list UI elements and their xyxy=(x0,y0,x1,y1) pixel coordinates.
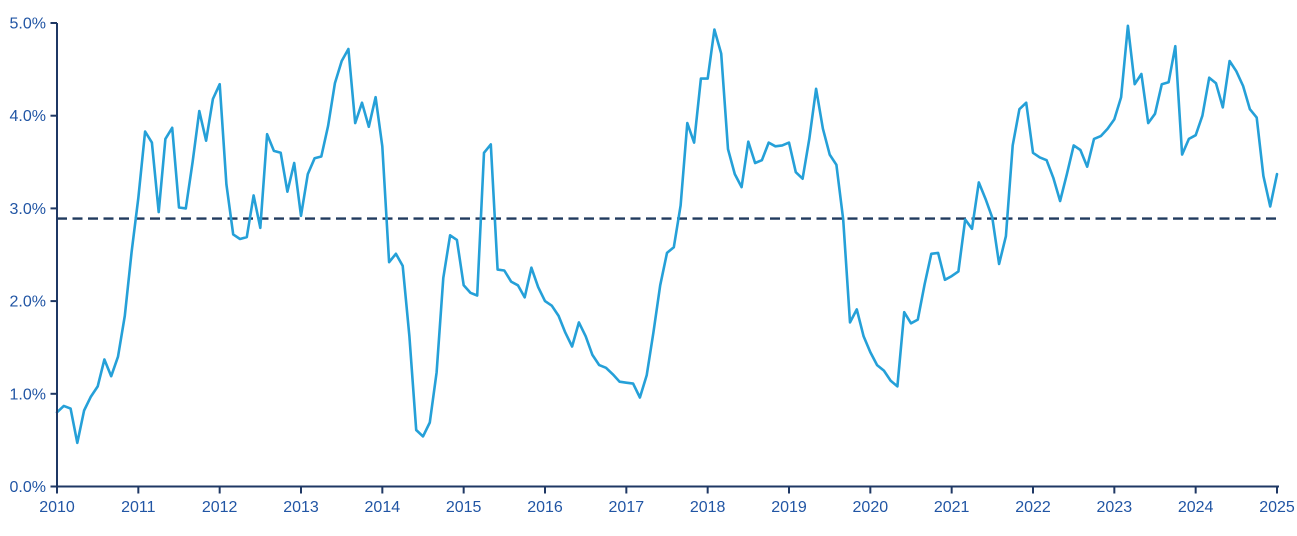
x-tick-label: 2021 xyxy=(934,499,970,516)
x-tick-label: 2020 xyxy=(853,499,889,516)
y-tick-label: 2.0% xyxy=(10,294,46,311)
x-tick-label: 2015 xyxy=(446,499,482,516)
x-tick-label: 2014 xyxy=(365,499,401,516)
x-tick-label: 2019 xyxy=(771,499,807,516)
x-tick-label: 2010 xyxy=(39,499,75,516)
y-tick-label: 5.0% xyxy=(10,16,46,33)
y-tick-label: 1.0% xyxy=(10,386,46,403)
x-tick-label: 2016 xyxy=(527,499,563,516)
y-tick-label: 0.0% xyxy=(10,479,46,496)
x-tick-label: 2025 xyxy=(1259,499,1295,516)
y-tick-label: 4.0% xyxy=(10,108,46,125)
y-tick-label: 3.0% xyxy=(10,201,46,218)
x-tick-label: 2018 xyxy=(690,499,726,516)
data-series-line xyxy=(55,24,1279,445)
x-tick-label: 2013 xyxy=(283,499,319,516)
x-tick-label: 2017 xyxy=(609,499,645,516)
x-tick-label: 2022 xyxy=(1015,499,1051,516)
x-tick-label: 2012 xyxy=(202,499,238,516)
x-tick-label: 2024 xyxy=(1178,499,1214,516)
x-tick-label: 2023 xyxy=(1097,499,1133,516)
x-tick-label: 2011 xyxy=(121,499,156,516)
